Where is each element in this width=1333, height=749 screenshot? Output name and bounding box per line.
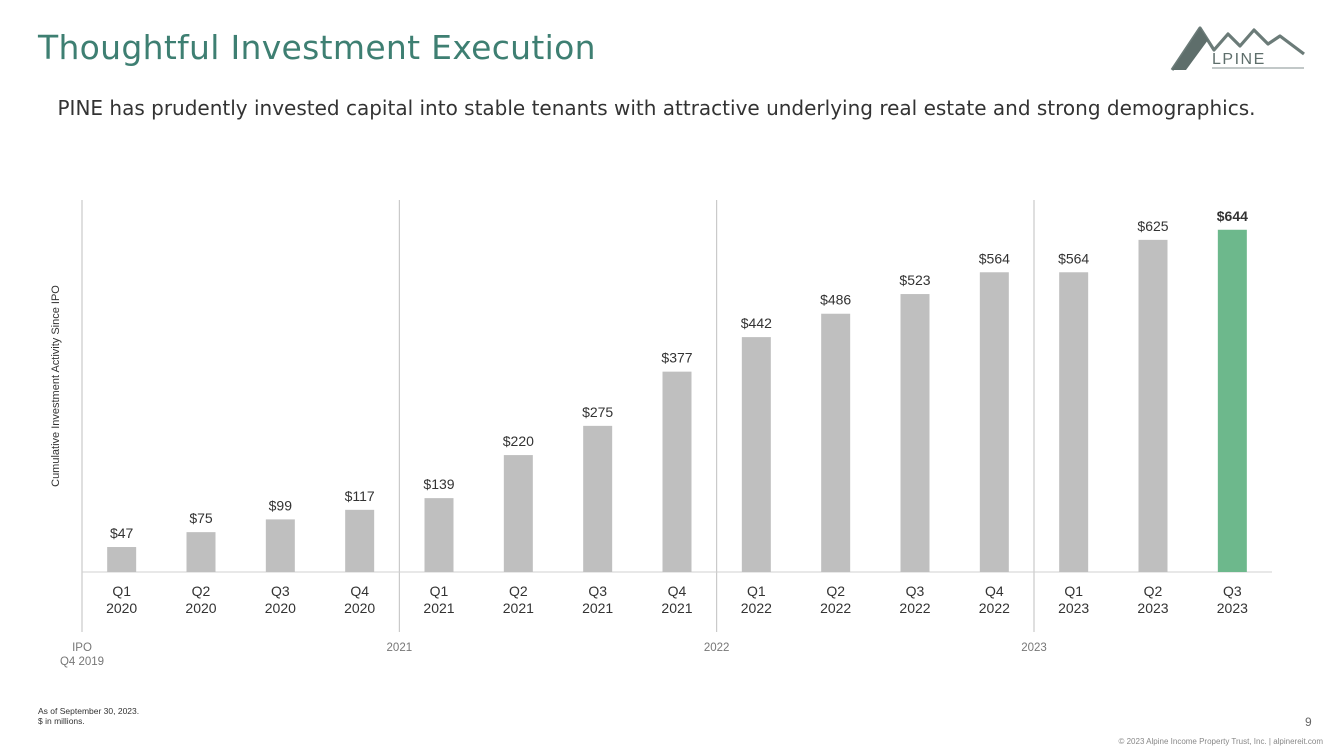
copyright: © 2023 Alpine Income Property Trust, Inc… xyxy=(1118,737,1323,746)
x-tick-label: Q1 2021 xyxy=(423,583,454,616)
bar-value-label: $47 xyxy=(110,525,134,541)
bar-value-label: $117 xyxy=(345,488,375,504)
x-tick-label: Q3 2023 xyxy=(1217,583,1248,616)
bar-value-label: $564 xyxy=(979,250,1010,266)
page-subtitle: PINE has prudently invested capital into… xyxy=(57,96,1256,120)
x-tick-label: Q4 2020 xyxy=(344,583,375,616)
bar xyxy=(821,313,851,572)
alpine-logo: LPINE xyxy=(1170,26,1305,71)
year-marker-label: 2023 xyxy=(1021,642,1047,654)
page-title: Thoughtful Investment Execution xyxy=(38,28,596,67)
x-tick-label: Q1 2020 xyxy=(106,583,137,616)
footnote-date: As of September 30, 2023. xyxy=(38,706,140,716)
year-marker-label: 2021 xyxy=(387,642,413,654)
bar xyxy=(186,532,216,572)
bar-value-label: $99 xyxy=(269,497,293,513)
x-tick-label: Q4 2022 xyxy=(979,583,1010,616)
bar-value-label: $644 xyxy=(1217,208,1248,224)
x-tick-label: Q1 2023 xyxy=(1058,583,1089,616)
x-tick-label: Q3 2021 xyxy=(582,583,613,616)
bar xyxy=(503,455,533,572)
y-axis-title: Cumulative Investment Activity Since IPO xyxy=(50,285,62,487)
bar-value-label: $523 xyxy=(899,272,930,288)
bar xyxy=(662,371,692,572)
x-tick-label: Q1 2022 xyxy=(741,583,772,616)
bar-value-label: $275 xyxy=(582,404,613,420)
bar-value-label: $377 xyxy=(661,350,692,366)
footnote-units: $ in millions. xyxy=(38,716,85,726)
bar xyxy=(1138,239,1168,572)
bar-value-label: $139 xyxy=(423,476,454,492)
bar xyxy=(741,337,771,572)
x-tick-label: Q3 2020 xyxy=(265,583,296,616)
bar-value-label: $75 xyxy=(189,510,213,526)
investment-bar-chart: Cumulative Investment Activity Since IPO… xyxy=(50,200,1272,668)
bar-value-label: $442 xyxy=(741,315,772,331)
bar xyxy=(979,272,1009,572)
bar-value-label: $625 xyxy=(1137,218,1168,234)
bar xyxy=(107,547,137,572)
bar xyxy=(1217,229,1247,572)
year-marker-label: IPO Q4 2019 xyxy=(60,642,104,668)
bar-value-label: $220 xyxy=(503,433,534,449)
year-marker-label: 2022 xyxy=(704,642,730,654)
footnote: As of September 30, 2023. $ in millions. xyxy=(38,706,139,726)
logo-text: LPINE xyxy=(1212,51,1266,68)
bar xyxy=(265,519,295,572)
x-tick-label: Q2 2020 xyxy=(185,583,216,616)
bar xyxy=(900,294,930,572)
x-tick-label: Q2 2022 xyxy=(820,583,851,616)
bar xyxy=(345,509,375,572)
bar-value-label: $486 xyxy=(820,292,851,308)
x-tick-label: Q4 2021 xyxy=(661,583,692,616)
x-tick-label: Q2 2023 xyxy=(1137,583,1168,616)
page-number: 9 xyxy=(1305,715,1312,729)
x-tick-label: Q2 2021 xyxy=(503,583,534,616)
bar-value-label: $564 xyxy=(1058,250,1089,266)
bar xyxy=(1059,272,1089,572)
bar xyxy=(583,425,613,572)
x-tick-label: Q3 2022 xyxy=(899,583,930,616)
bar xyxy=(424,498,454,572)
